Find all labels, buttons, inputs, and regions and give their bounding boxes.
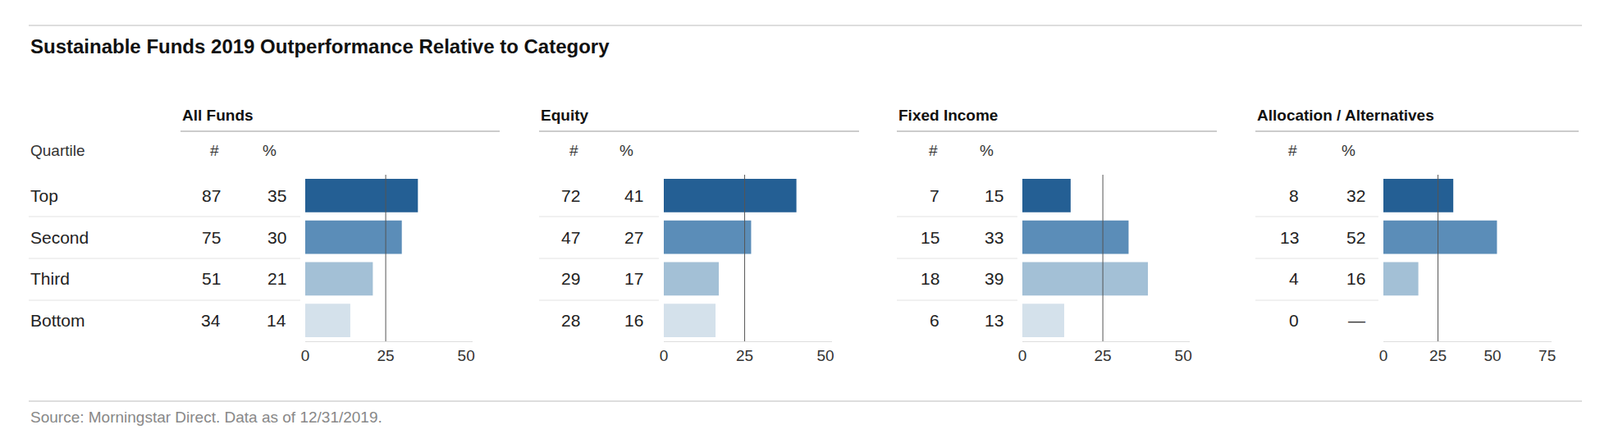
svg-text:#: # — [1288, 141, 1298, 160]
svg-text:0: 0 — [1018, 347, 1028, 365]
svg-text:16: 16 — [624, 310, 644, 330]
svg-text:75: 75 — [1538, 347, 1556, 365]
svg-text:%: % — [1341, 141, 1356, 160]
svg-text:32: 32 — [1346, 186, 1366, 206]
svg-text:25: 25 — [377, 347, 395, 365]
svg-text:17: 17 — [624, 269, 644, 288]
svg-text:15: 15 — [984, 186, 1004, 206]
svg-text:30: 30 — [267, 228, 287, 247]
svg-text:25: 25 — [1429, 347, 1447, 365]
svg-text:50: 50 — [1484, 347, 1502, 365]
svg-text:39: 39 — [984, 269, 1004, 288]
svg-text:51: 51 — [201, 269, 221, 288]
svg-text:28: 28 — [561, 310, 581, 330]
svg-text:Allocation / Alternatives: Allocation / Alternatives — [1257, 106, 1435, 124]
svg-text:41: 41 — [624, 186, 644, 206]
svg-text:0: 0 — [1379, 347, 1389, 365]
svg-text:Bottom: Bottom — [30, 310, 86, 330]
svg-text:Equity: Equity — [540, 106, 589, 124]
svg-text:18: 18 — [920, 269, 940, 288]
svg-text:14: 14 — [266, 310, 287, 330]
svg-text:#: # — [928, 141, 938, 160]
svg-text:%: % — [262, 141, 277, 160]
svg-text:Sustainable Funds 2019 Outperf: Sustainable Funds 2019 Outperformance Re… — [30, 35, 610, 58]
svg-text:35: 35 — [267, 186, 287, 206]
svg-text:72: 72 — [561, 186, 581, 206]
svg-text:—: — — [1348, 310, 1366, 330]
svg-text:0: 0 — [659, 347, 669, 365]
svg-text:87: 87 — [201, 186, 221, 206]
svg-text:0: 0 — [1289, 310, 1299, 330]
svg-text:13: 13 — [1280, 228, 1299, 247]
svg-text:52: 52 — [1346, 228, 1366, 247]
svg-text:Third: Third — [30, 269, 70, 288]
svg-text:33: 33 — [984, 228, 1004, 247]
svg-text:%: % — [979, 141, 994, 160]
svg-text:4: 4 — [1289, 269, 1299, 288]
svg-text:25: 25 — [736, 347, 754, 365]
svg-text:0: 0 — [301, 347, 311, 365]
svg-text:21: 21 — [267, 269, 287, 288]
svg-text:Source: Morningstar Direct. Da: Source: Morningstar Direct. Data as of 1… — [30, 408, 383, 426]
svg-text:15: 15 — [920, 228, 940, 247]
svg-text:27: 27 — [624, 228, 644, 247]
svg-text:50: 50 — [457, 347, 476, 365]
svg-text:#: # — [210, 141, 220, 160]
svg-text:50: 50 — [1174, 347, 1193, 365]
svg-text:#: # — [569, 141, 579, 160]
svg-text:75: 75 — [201, 228, 221, 247]
svg-text:29: 29 — [561, 269, 581, 288]
svg-text:6: 6 — [929, 310, 940, 330]
svg-text:Fixed Income: Fixed Income — [898, 106, 998, 124]
svg-text:Quartile: Quartile — [30, 141, 86, 160]
svg-text:13: 13 — [984, 310, 1004, 330]
svg-text:Second: Second — [30, 228, 89, 247]
svg-text:47: 47 — [561, 228, 581, 247]
svg-text:Top: Top — [30, 186, 59, 206]
svg-text:25: 25 — [1094, 347, 1112, 365]
svg-text:%: % — [619, 141, 634, 160]
svg-text:7: 7 — [929, 186, 940, 206]
svg-text:All Funds: All Funds — [182, 106, 254, 124]
svg-text:8: 8 — [1289, 186, 1299, 206]
svg-text:16: 16 — [1346, 269, 1366, 288]
svg-text:34: 34 — [201, 310, 221, 330]
svg-text:50: 50 — [817, 347, 835, 365]
